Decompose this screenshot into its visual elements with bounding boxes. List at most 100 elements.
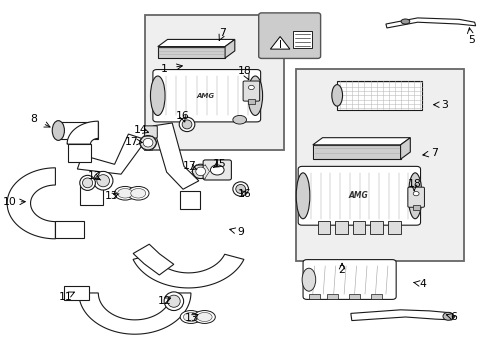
Text: 11: 11	[58, 292, 72, 302]
Bar	[295, 69, 463, 261]
Ellipse shape	[114, 186, 136, 200]
Polygon shape	[180, 192, 200, 210]
Polygon shape	[58, 122, 98, 139]
Text: 8: 8	[30, 114, 37, 124]
Polygon shape	[158, 46, 224, 58]
FancyBboxPatch shape	[153, 69, 260, 122]
Text: 18: 18	[237, 66, 251, 76]
Ellipse shape	[296, 173, 309, 219]
Ellipse shape	[232, 116, 246, 124]
Ellipse shape	[247, 76, 262, 116]
Text: 7: 7	[430, 148, 437, 158]
Ellipse shape	[80, 175, 95, 190]
Circle shape	[210, 165, 224, 175]
Ellipse shape	[192, 164, 208, 179]
Polygon shape	[64, 286, 88, 300]
Ellipse shape	[97, 175, 109, 187]
Ellipse shape	[407, 173, 421, 219]
Bar	[317, 221, 330, 234]
Polygon shape	[400, 138, 409, 159]
Text: 2: 2	[338, 265, 345, 275]
FancyBboxPatch shape	[298, 166, 420, 225]
Bar	[308, 294, 319, 299]
Text: 10: 10	[2, 197, 17, 207]
Text: 1: 1	[161, 64, 167, 74]
Ellipse shape	[302, 268, 315, 291]
Bar	[348, 294, 359, 299]
Polygon shape	[67, 121, 98, 144]
Text: 12: 12	[87, 171, 101, 181]
Ellipse shape	[167, 295, 180, 307]
Text: 9: 9	[237, 227, 244, 237]
FancyBboxPatch shape	[243, 81, 259, 101]
Text: 7: 7	[219, 28, 225, 38]
Text: 12: 12	[158, 296, 171, 306]
Polygon shape	[312, 138, 409, 145]
Polygon shape	[270, 37, 289, 49]
Bar	[293, 31, 311, 48]
Text: 3: 3	[440, 100, 447, 110]
Ellipse shape	[182, 120, 191, 129]
Polygon shape	[77, 134, 146, 174]
FancyBboxPatch shape	[144, 126, 157, 138]
Circle shape	[412, 192, 418, 196]
FancyBboxPatch shape	[203, 160, 231, 180]
Text: 15: 15	[212, 159, 225, 169]
Ellipse shape	[197, 312, 212, 321]
Text: 13: 13	[184, 313, 199, 323]
Bar	[370, 294, 381, 299]
Polygon shape	[55, 221, 83, 238]
Polygon shape	[224, 40, 234, 58]
Ellipse shape	[93, 171, 113, 190]
Bar	[412, 206, 419, 210]
Text: 13: 13	[105, 191, 119, 201]
Ellipse shape	[150, 76, 165, 116]
Polygon shape	[312, 145, 400, 159]
Ellipse shape	[127, 186, 149, 200]
Text: 4: 4	[418, 279, 425, 289]
Text: 5: 5	[467, 35, 474, 45]
Ellipse shape	[143, 138, 153, 147]
Polygon shape	[79, 293, 190, 334]
Bar	[352, 221, 365, 234]
Polygon shape	[133, 254, 244, 288]
Ellipse shape	[180, 311, 201, 323]
Polygon shape	[68, 144, 91, 162]
Ellipse shape	[140, 135, 156, 150]
Text: 16: 16	[175, 111, 189, 121]
Ellipse shape	[193, 311, 215, 323]
Ellipse shape	[195, 167, 205, 176]
Polygon shape	[80, 180, 103, 205]
Text: 16: 16	[237, 189, 251, 199]
Ellipse shape	[331, 85, 342, 106]
Circle shape	[248, 85, 254, 90]
Polygon shape	[350, 310, 454, 320]
Polygon shape	[385, 18, 475, 28]
Bar	[327, 294, 338, 299]
FancyBboxPatch shape	[303, 260, 395, 300]
Bar	[144, 15, 283, 149]
Ellipse shape	[130, 189, 145, 198]
Polygon shape	[7, 168, 55, 239]
Ellipse shape	[235, 184, 245, 193]
Bar	[247, 99, 254, 104]
Ellipse shape	[82, 178, 92, 188]
Circle shape	[442, 312, 453, 320]
Text: 17: 17	[124, 137, 138, 147]
Ellipse shape	[164, 292, 183, 311]
Polygon shape	[133, 244, 173, 275]
Bar	[369, 221, 382, 234]
FancyBboxPatch shape	[258, 13, 320, 58]
Text: 17: 17	[183, 161, 197, 171]
Polygon shape	[153, 123, 199, 189]
Bar	[335, 221, 347, 234]
Bar	[387, 221, 400, 234]
Ellipse shape	[232, 182, 248, 196]
Ellipse shape	[400, 19, 409, 24]
FancyBboxPatch shape	[407, 187, 424, 207]
Ellipse shape	[52, 121, 64, 140]
Ellipse shape	[118, 189, 132, 198]
Polygon shape	[158, 40, 234, 46]
Text: 6: 6	[450, 312, 457, 322]
Ellipse shape	[179, 117, 194, 132]
